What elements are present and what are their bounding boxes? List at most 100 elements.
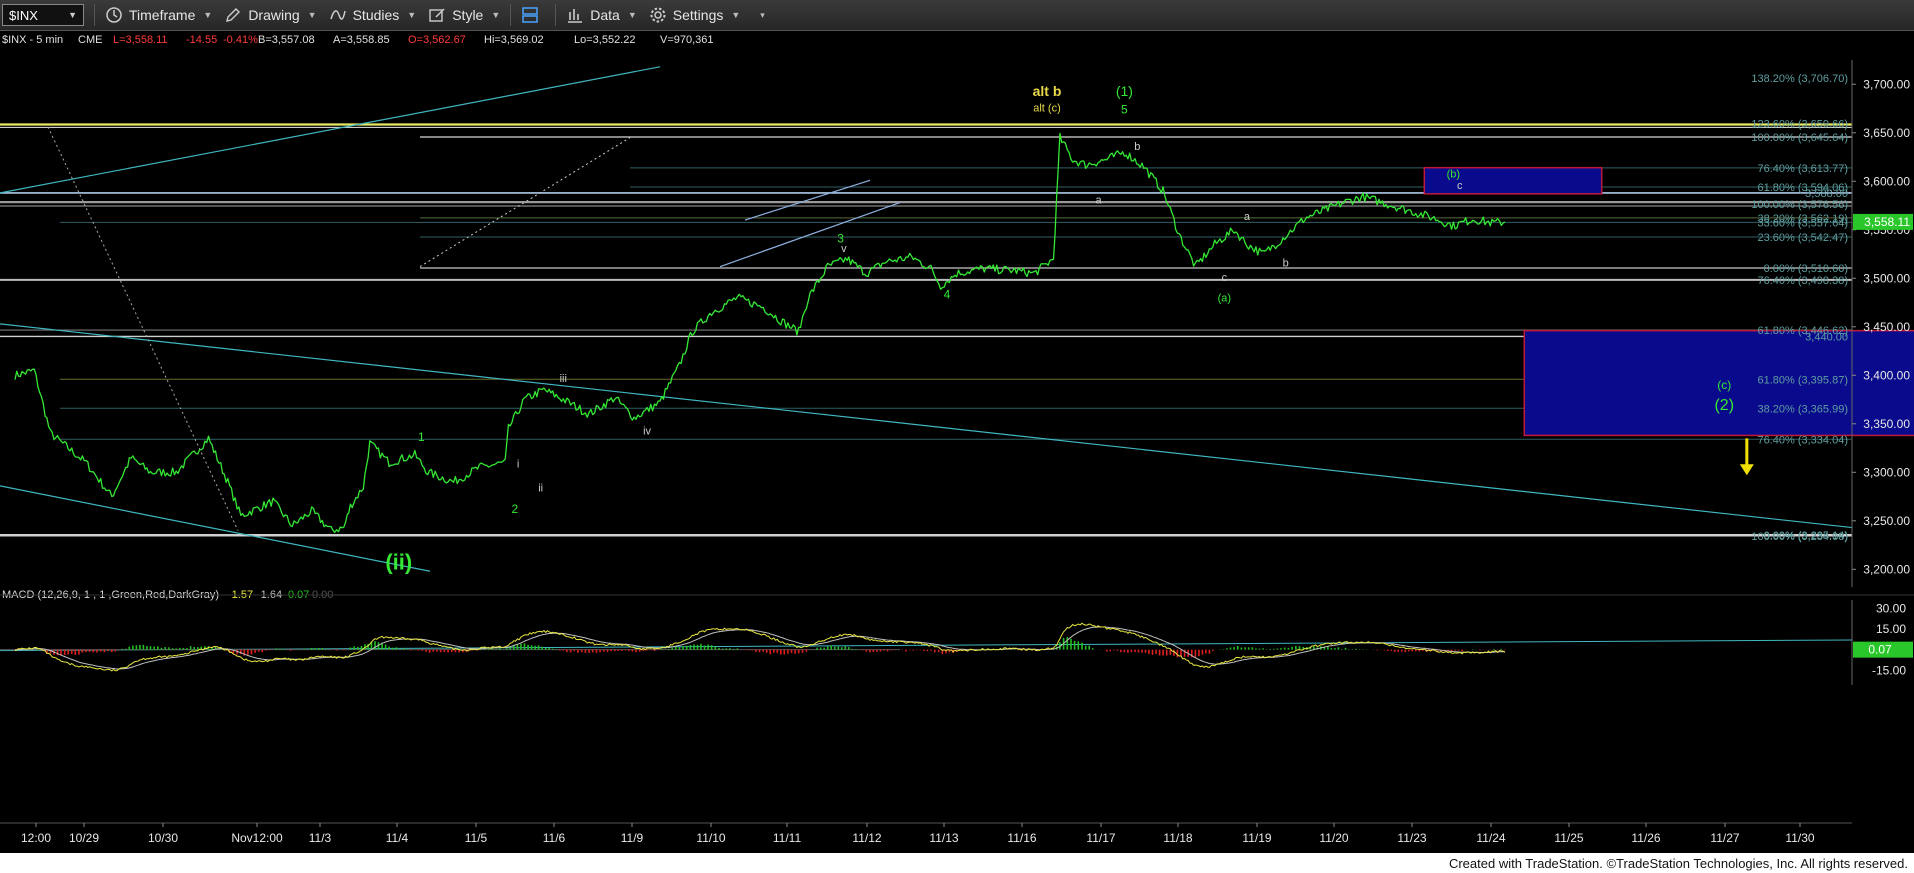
wave-label: i [517,458,519,470]
time-tick-label: 11/10 [696,831,725,845]
style-icon [429,8,445,22]
time-tick-label: 12:00 [21,831,51,845]
fib-label: 3,440.00 [1805,331,1848,343]
time-tick-label: 11/4 [386,831,409,845]
wave-label: 3 [837,231,844,245]
wave-label: 4 [944,288,951,302]
time-tick-label: 11/17 [1086,831,1115,845]
time-tick-label: 11/3 [309,831,332,845]
studies-menu[interactable]: Studies ▼ [323,3,423,27]
studies-label: Studies [352,7,400,23]
fib-label: 76.40% (3,334.04) [1757,434,1848,446]
layout-button[interactable] [515,3,551,27]
fib-label: 33.60% (3,557.64) [1757,217,1848,229]
time-tick-label: 11/30 [1785,831,1814,845]
timeframe-label: Timeframe [129,7,196,23]
trend-line [0,485,431,572]
symbol-input[interactable]: $INX ▼ [2,4,84,26]
settings-menu[interactable]: Settings ▼ [643,3,747,27]
header-volume: V=970,361 [660,34,714,46]
header-pct: -0.41% [223,34,258,46]
data-menu[interactable]: Data ▼ [560,3,643,27]
gear-icon [650,7,666,23]
macd-tick-label: -15.00 [1872,663,1906,677]
price-tick-label: 3,700.00 [1863,77,1910,91]
header-last: L=3,558.11 [113,34,168,46]
time-tick-label: 11/27 [1710,831,1739,845]
wave-label: iii [560,373,567,385]
fib-label: 61.80% (3,395.87) [1757,374,1848,386]
style-menu[interactable]: Style ▼ [422,3,506,27]
wave-label: (c) [1717,378,1731,392]
header-high: Hi=3,569.02 [484,34,544,46]
wave-label: c [1457,180,1463,192]
wave-label: a [1244,211,1251,223]
price-series-line[interactable] [14,132,1506,534]
timeframe-menu[interactable]: Timeframe ▼ [99,3,218,27]
wave-label: b [1283,258,1289,270]
price-tick-label: 3,300.00 [1863,465,1910,479]
price-chart[interactable]: $INX - 5 min CME L=3,558.11 -14.55 -0.41… [0,30,1914,853]
drawing-menu[interactable]: Drawing ▼ [218,3,322,27]
fib-label: 61.80% (3,594.06) [1757,182,1848,194]
wave-label: 1 [418,430,425,444]
time-tick-label: 10/30 [148,831,178,845]
header-ask: A=3,558.85 [333,34,390,46]
header-open: O=3,562.67 [408,34,466,46]
toolbar-divider [555,4,557,26]
fib-label: 3,588.00 [1805,188,1848,200]
drawing-label: Drawing [248,7,300,23]
studies-icon [329,10,346,20]
wave-label: iv [643,425,651,437]
wave-label: b [1134,141,1140,153]
wave-label: 2 [512,502,519,516]
price-tick-label: 3,600.00 [1863,174,1910,188]
time-tick-label: 11/19 [1242,831,1271,845]
trend-line [0,66,661,194]
caret-down-icon: ▼ [491,10,501,20]
chevron-down-icon[interactable]: ▼ [68,10,77,20]
header-change: -14.55 [186,34,217,46]
price-tick-label: 3,500.00 [1863,271,1910,285]
time-tick-label: 11/12 [852,831,881,845]
toolbar: $INX ▼ Timeframe ▼ Drawing ▼ Studies ▼ S… [0,0,1914,31]
wave-label: alt (c) [1033,102,1061,114]
symbol-value: $INX [9,7,38,23]
pencil-icon [226,8,241,22]
wave-label: a [1096,195,1103,207]
wave-label: c [1222,272,1228,284]
style-label: Style [452,7,484,23]
time-tick-label: 11/25 [1554,831,1583,845]
target-zone-c[interactable] [1523,329,1914,437]
trend-line [744,179,871,221]
caret-down-icon: ▼ [731,10,741,20]
time-tick-label: 11/20 [1319,831,1348,845]
caret-down-icon: ▼ [407,10,417,20]
toolbar-divider [94,4,95,26]
wave-label: (a) [1218,293,1231,305]
macd-tick-label: 30.00 [1876,601,1906,615]
last-price-tag [1853,213,1913,230]
time-tick-label: 10/29 [69,831,99,845]
macd-signal-line [15,626,1506,670]
toolbar-overflow[interactable]: ▾ [746,3,771,27]
fib-label: 100.00% (3,645.64) [1751,132,1848,144]
time-tick-label: 11/24 [1476,831,1505,845]
fib-label: 38.20% (3,562.19) [1757,213,1848,225]
header-symbol: $INX - 5 min [2,34,63,46]
caret-down-icon: ▼ [307,10,317,20]
wave-label: (1) [1116,83,1133,99]
price-tick-label: 3,400.00 [1863,368,1910,382]
macd-tick-label: 15.00 [1876,622,1906,636]
wave-label: v [841,243,847,255]
wave-label: (b) [1447,168,1460,180]
trend-line [719,202,901,268]
footer: Created with TradeStation. ©TradeStation… [0,853,1914,873]
data-icon [568,9,583,23]
time-tick-label: 11/6 [543,831,566,845]
target-zone-b[interactable] [1423,166,1603,195]
time-tick-label: 11/13 [929,831,958,845]
caret-down-icon: ▾ [760,9,765,20]
header-low: Lo=3,552.22 [574,34,635,46]
footer-credit: Created with TradeStation. ©TradeStation… [1448,856,1908,871]
